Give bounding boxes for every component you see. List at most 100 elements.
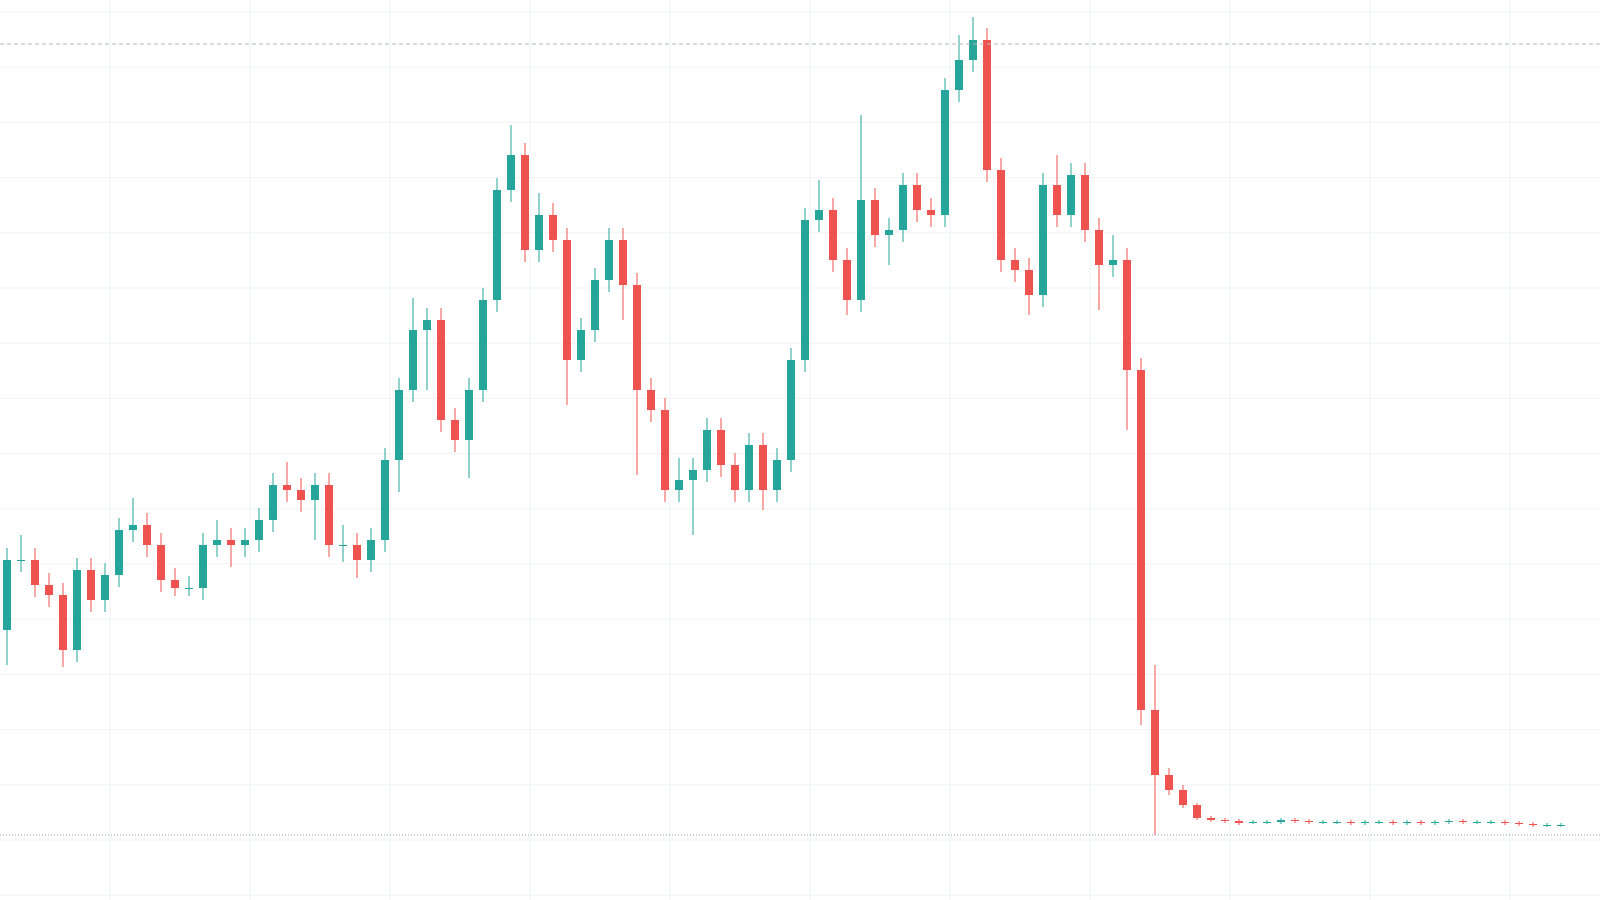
candle-body [507,155,515,190]
candle-body [297,490,305,500]
candle-body [381,460,389,540]
candle-body [465,390,473,440]
candle-body [1235,821,1243,823]
candle-body [1543,825,1551,826]
candle-body [409,330,417,390]
candle-body [1221,820,1229,821]
candle-body [1529,824,1537,825]
candle-body [199,545,207,588]
candle-body [269,485,277,520]
candle-body [73,570,81,650]
candle-body [703,430,711,470]
candle-body [1445,821,1453,822]
candle-body [423,320,431,330]
candle-body [535,215,543,250]
candle-body [885,230,893,235]
candle-body [157,545,165,580]
candle-body [577,330,585,360]
candle-body [759,445,767,490]
candle-body [591,280,599,330]
candle-body [1431,822,1439,823]
candle-body [801,220,809,360]
candle-body [1557,825,1565,826]
candle-body [1305,821,1313,822]
candle-body [647,390,655,410]
candle-body [1053,185,1061,215]
candle-body [1319,822,1327,823]
candle-body [395,390,403,460]
candle-body [311,485,319,500]
candle-body [1361,822,1369,823]
candle-body [479,300,487,390]
candle-body [31,560,39,585]
candle-body [213,540,221,545]
candle-body [689,470,697,480]
candle-body [1487,822,1495,823]
candle-body [913,185,921,210]
candle-body [1263,822,1271,823]
candle-body [1095,230,1103,265]
candle-body [731,465,739,490]
candle-body [1025,270,1033,295]
candle-body [521,155,529,250]
candle-body [563,240,571,360]
candle-body [997,170,1005,260]
candle-body [745,445,753,490]
candle-body [59,595,67,650]
candle-body [1039,185,1047,295]
candle-body [339,545,347,546]
candle-body [773,460,781,490]
candle-body [955,60,963,90]
candle-body [1375,822,1383,823]
candle-body [1501,822,1509,823]
candle-body [241,540,249,545]
candle-body [87,570,95,600]
candle-body [1067,175,1075,215]
candle-body [1011,260,1019,270]
candle-body [1291,820,1299,821]
candle-body [899,185,907,230]
candle-body [283,485,291,490]
candle-body [1123,260,1131,370]
candle-body [927,210,935,215]
candle-body [185,588,193,589]
candle-body [129,525,137,530]
candle-body [1165,775,1173,790]
candle-body [1417,822,1425,823]
candle-body [549,215,557,240]
candle-body [255,520,263,540]
candle-body [451,420,459,440]
candle-body [1137,370,1145,710]
candle-body [115,530,123,575]
candle-body [605,240,613,280]
candle-body [941,90,949,215]
candle-body [717,430,725,465]
candle-body [353,545,361,560]
candle-body [619,240,627,285]
candle-body [101,575,109,600]
candle-body [787,360,795,460]
candle-body [1081,175,1089,230]
candle-body [1207,818,1215,820]
candle-body [45,585,53,595]
candle-body [969,40,977,60]
candle-body [857,200,865,300]
candle-body [1109,260,1117,265]
candle-body [675,480,683,490]
candle-body [829,210,837,260]
candle-body [1249,822,1257,823]
candle-body [493,190,501,300]
candle-body [171,580,179,588]
candle-body [17,560,25,561]
candle-body [1389,822,1397,823]
candle-body [661,410,669,490]
candle-body [633,285,641,390]
candle-body [143,525,151,545]
candle-body [1459,821,1467,822]
candle-body [3,560,11,630]
candle-body [325,485,333,545]
candle-body [1347,822,1355,823]
candle-body [1151,710,1159,775]
